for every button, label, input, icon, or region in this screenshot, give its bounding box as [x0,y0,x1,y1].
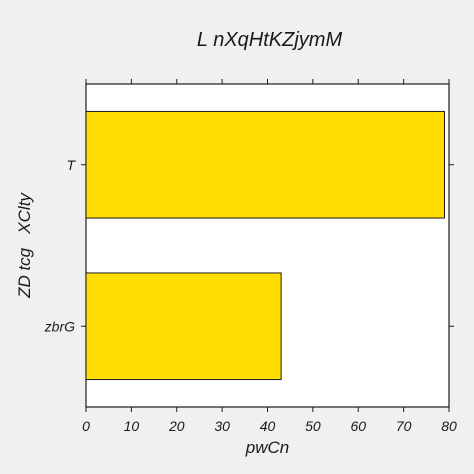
x-tick-label: 70 [396,418,412,434]
x-tick-label: 40 [260,418,276,434]
x-tick-label: 80 [441,418,457,434]
x-tick-label: 20 [168,418,185,434]
y-tick-label: T [66,157,76,173]
y-tick-label: zbrG [44,318,75,334]
chart-title: L nXqHtKZjymM [197,29,343,51]
x-tick-label: 50 [305,418,321,434]
x-axis-label: pwCn [245,438,289,457]
bar-T [85,110,445,219]
x-tick-label: 10 [124,418,140,434]
y-axis-label: ZD tcg XClty [15,192,34,299]
x-tick-label: 0 [82,418,90,434]
bars-group [85,110,445,381]
x-tick-label: 60 [350,418,366,434]
x-tick-label: 30 [214,418,230,434]
bar-zbrG [85,272,282,381]
